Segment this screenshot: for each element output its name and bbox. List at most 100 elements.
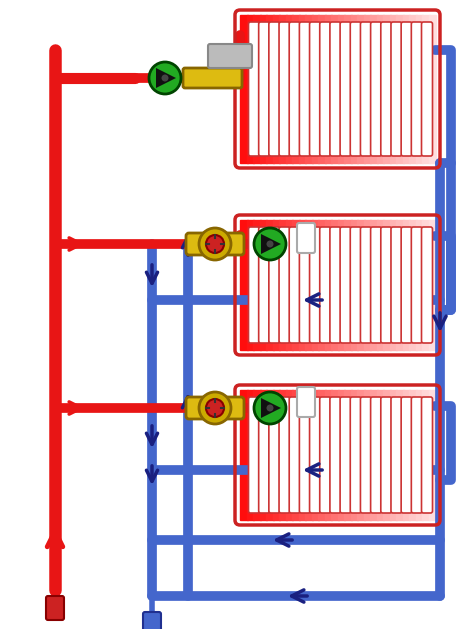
FancyBboxPatch shape <box>249 397 260 513</box>
Circle shape <box>254 228 286 260</box>
FancyBboxPatch shape <box>371 22 382 156</box>
FancyBboxPatch shape <box>391 22 402 156</box>
FancyBboxPatch shape <box>401 22 412 156</box>
Bar <box>409 220 416 350</box>
Bar <box>370 15 377 163</box>
FancyBboxPatch shape <box>360 22 371 156</box>
Bar <box>325 390 332 520</box>
Bar <box>429 390 436 520</box>
Bar <box>299 220 306 350</box>
Bar <box>415 220 423 350</box>
Circle shape <box>162 74 169 82</box>
FancyBboxPatch shape <box>401 397 412 513</box>
Bar <box>305 390 312 520</box>
Bar <box>344 15 351 163</box>
Bar <box>422 390 430 520</box>
FancyBboxPatch shape <box>310 397 321 513</box>
Bar <box>292 390 300 520</box>
FancyBboxPatch shape <box>360 227 371 343</box>
Bar <box>246 15 254 163</box>
Bar <box>318 390 326 520</box>
FancyBboxPatch shape <box>340 397 351 513</box>
FancyBboxPatch shape <box>249 22 260 156</box>
Bar <box>266 390 273 520</box>
Bar <box>350 15 358 163</box>
Bar <box>305 220 312 350</box>
Bar <box>325 220 332 350</box>
Bar <box>396 390 403 520</box>
FancyBboxPatch shape <box>143 612 161 629</box>
FancyBboxPatch shape <box>300 22 311 156</box>
Polygon shape <box>156 68 176 88</box>
FancyBboxPatch shape <box>391 397 402 513</box>
FancyBboxPatch shape <box>289 22 300 156</box>
Bar <box>260 390 267 520</box>
Bar <box>279 15 287 163</box>
Bar <box>311 15 319 163</box>
Bar <box>396 220 403 350</box>
FancyBboxPatch shape <box>310 22 321 156</box>
Bar <box>292 15 300 163</box>
FancyBboxPatch shape <box>381 227 392 343</box>
Bar <box>415 390 423 520</box>
Bar <box>285 15 293 163</box>
FancyBboxPatch shape <box>46 596 64 620</box>
FancyBboxPatch shape <box>340 22 351 156</box>
Circle shape <box>254 392 286 424</box>
Bar <box>383 220 391 350</box>
FancyBboxPatch shape <box>371 397 382 513</box>
FancyBboxPatch shape <box>183 68 242 88</box>
Bar <box>383 390 391 520</box>
FancyBboxPatch shape <box>411 22 422 156</box>
Bar <box>266 15 273 163</box>
Bar <box>364 15 371 163</box>
FancyBboxPatch shape <box>279 397 290 513</box>
Circle shape <box>267 404 273 411</box>
Circle shape <box>206 399 224 417</box>
FancyBboxPatch shape <box>297 387 315 417</box>
Bar <box>415 15 423 163</box>
Bar <box>266 220 273 350</box>
FancyBboxPatch shape <box>289 227 300 343</box>
Bar <box>338 15 345 163</box>
FancyBboxPatch shape <box>208 44 252 68</box>
FancyBboxPatch shape <box>330 227 341 343</box>
Bar <box>364 220 371 350</box>
Bar <box>305 15 312 163</box>
Circle shape <box>267 240 273 247</box>
FancyBboxPatch shape <box>269 397 280 513</box>
FancyBboxPatch shape <box>249 227 260 343</box>
Bar <box>357 220 365 350</box>
Circle shape <box>199 392 231 424</box>
Bar <box>350 390 358 520</box>
Bar <box>331 390 338 520</box>
Bar <box>299 15 306 163</box>
Bar <box>246 390 254 520</box>
Bar <box>311 220 319 350</box>
Polygon shape <box>261 398 281 418</box>
Bar <box>364 390 371 520</box>
Bar <box>279 390 287 520</box>
FancyBboxPatch shape <box>289 397 300 513</box>
FancyBboxPatch shape <box>350 397 361 513</box>
Bar <box>422 220 430 350</box>
Bar <box>357 390 365 520</box>
Bar <box>240 220 247 350</box>
Bar <box>240 15 247 163</box>
Bar <box>409 15 416 163</box>
FancyBboxPatch shape <box>186 397 244 419</box>
Circle shape <box>149 62 181 94</box>
FancyBboxPatch shape <box>411 227 422 343</box>
Circle shape <box>199 228 231 260</box>
FancyBboxPatch shape <box>350 227 361 343</box>
Bar <box>389 15 397 163</box>
Bar <box>273 220 280 350</box>
Bar <box>376 390 384 520</box>
Bar <box>292 220 300 350</box>
FancyBboxPatch shape <box>300 227 311 343</box>
Bar <box>403 220 410 350</box>
FancyBboxPatch shape <box>391 227 402 343</box>
Bar <box>429 220 436 350</box>
Bar <box>285 390 293 520</box>
FancyBboxPatch shape <box>300 397 311 513</box>
